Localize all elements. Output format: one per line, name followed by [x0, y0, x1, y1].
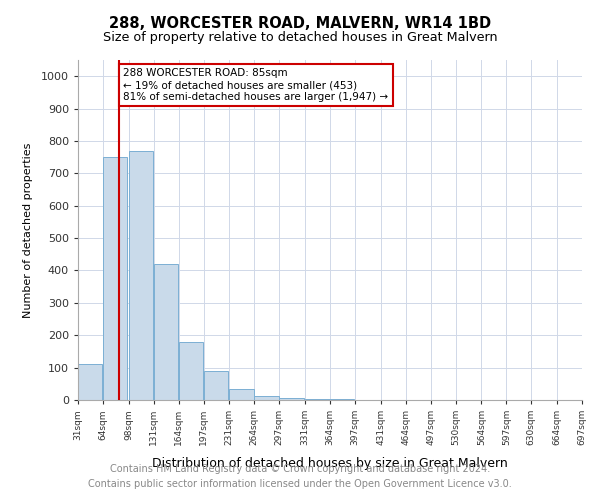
Bar — [78, 364, 103, 400]
Text: Contains HM Land Registry data © Crown copyright and database right 2024.
Contai: Contains HM Land Registry data © Crown c… — [88, 464, 512, 489]
Bar — [154, 264, 178, 400]
Bar — [279, 398, 304, 400]
Bar — [103, 157, 127, 400]
Text: Size of property relative to detached houses in Great Malvern: Size of property relative to detached ho… — [103, 31, 497, 44]
X-axis label: Distribution of detached houses by size in Great Malvern: Distribution of detached houses by size … — [152, 456, 508, 469]
Bar — [179, 342, 203, 400]
Bar — [129, 150, 153, 400]
Bar — [305, 399, 329, 400]
Text: 288, WORCESTER ROAD, MALVERN, WR14 1BD: 288, WORCESTER ROAD, MALVERN, WR14 1BD — [109, 16, 491, 31]
Bar — [229, 388, 254, 400]
Text: 288 WORCESTER ROAD: 85sqm
← 19% of detached houses are smaller (453)
81% of semi: 288 WORCESTER ROAD: 85sqm ← 19% of detac… — [124, 68, 389, 102]
Y-axis label: Number of detached properties: Number of detached properties — [23, 142, 32, 318]
Bar — [203, 371, 228, 400]
Bar — [254, 396, 279, 400]
